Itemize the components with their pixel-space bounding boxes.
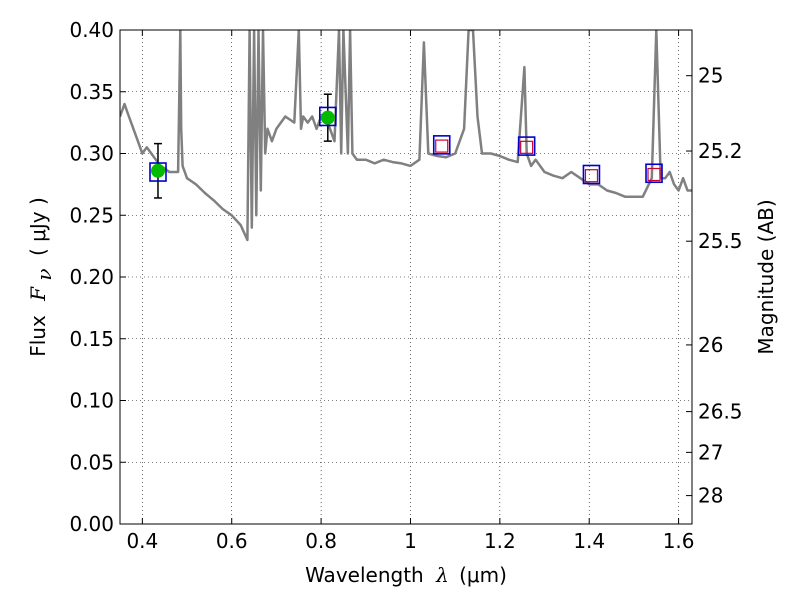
y2-tick-label: 25.5	[698, 229, 743, 253]
y-tick-label: 0.05	[69, 450, 114, 474]
observed-point	[150, 163, 165, 178]
plot-area	[120, 30, 692, 242]
y-axis-label-symbol: F	[26, 286, 50, 302]
y2-tick-label: 26.5	[698, 400, 743, 424]
ticks: 0.4 0.6 0.8 1 1.2 1.4 1.6 0.00 0.05 0.10 0.15 0.20 0…	[69, 18, 742, 553]
y-tick-label: 0.40	[69, 18, 114, 42]
model-spectrum-line	[120, 30, 692, 242]
y2-axis-label: Magnitude (AB)	[754, 199, 778, 354]
y-tick-label: 0.35	[69, 80, 114, 104]
x-axis-label-unit: (μm)	[459, 563, 507, 587]
y2-tick-label: 26	[698, 333, 723, 357]
y-tick-label: 0.30	[69, 142, 114, 166]
synthetic-marker	[520, 140, 534, 154]
y-tick-label: 0.00	[69, 512, 114, 536]
y2-tick-label: 25	[698, 64, 723, 88]
y-axis-label: Flux F ν ( μJy )	[26, 197, 56, 357]
model-box-marker	[432, 135, 451, 155]
y2-tick-label: 28	[698, 484, 723, 508]
y-axis-label-unit: ( μJy )	[26, 197, 50, 256]
y2-tick-label: 25.2	[698, 139, 743, 163]
x-axis-label-prefix: Wavelength	[305, 563, 424, 587]
x-tick-label: 1.2	[484, 529, 516, 553]
x-tick-label: 1.4	[573, 529, 605, 553]
model-box-marker	[149, 162, 167, 182]
model-box-marker	[318, 106, 337, 127]
model-box-marker	[582, 164, 601, 185]
y-axis-label-prefix: Flux	[26, 315, 50, 357]
synthetic-marker	[584, 169, 599, 183]
synthetic-marker	[647, 167, 661, 182]
y-axis-label-subscript: ν	[32, 268, 56, 280]
x-axis-label: Wavelength λ (μm)	[305, 563, 507, 587]
model-box-marker	[517, 136, 536, 156]
synthetic-marker	[435, 139, 449, 153]
y-tick-label: 0.25	[69, 203, 114, 227]
x-tick-label: 1	[404, 529, 417, 553]
model-box-marker	[645, 163, 663, 184]
observed-point	[320, 110, 335, 125]
x-tick-label: 0.4	[126, 529, 158, 553]
x-tick-label: 1.6	[663, 529, 695, 553]
y2-tick-label: 27	[698, 440, 723, 464]
x-axis-label-symbol: λ	[435, 563, 449, 587]
y-tick-label: 0.20	[69, 265, 114, 289]
y-tick-label: 0.10	[69, 389, 114, 413]
y-tick-label: 0.15	[69, 327, 114, 351]
x-tick-label: 0.6	[216, 529, 248, 553]
x-tick-label: 0.8	[305, 529, 337, 553]
